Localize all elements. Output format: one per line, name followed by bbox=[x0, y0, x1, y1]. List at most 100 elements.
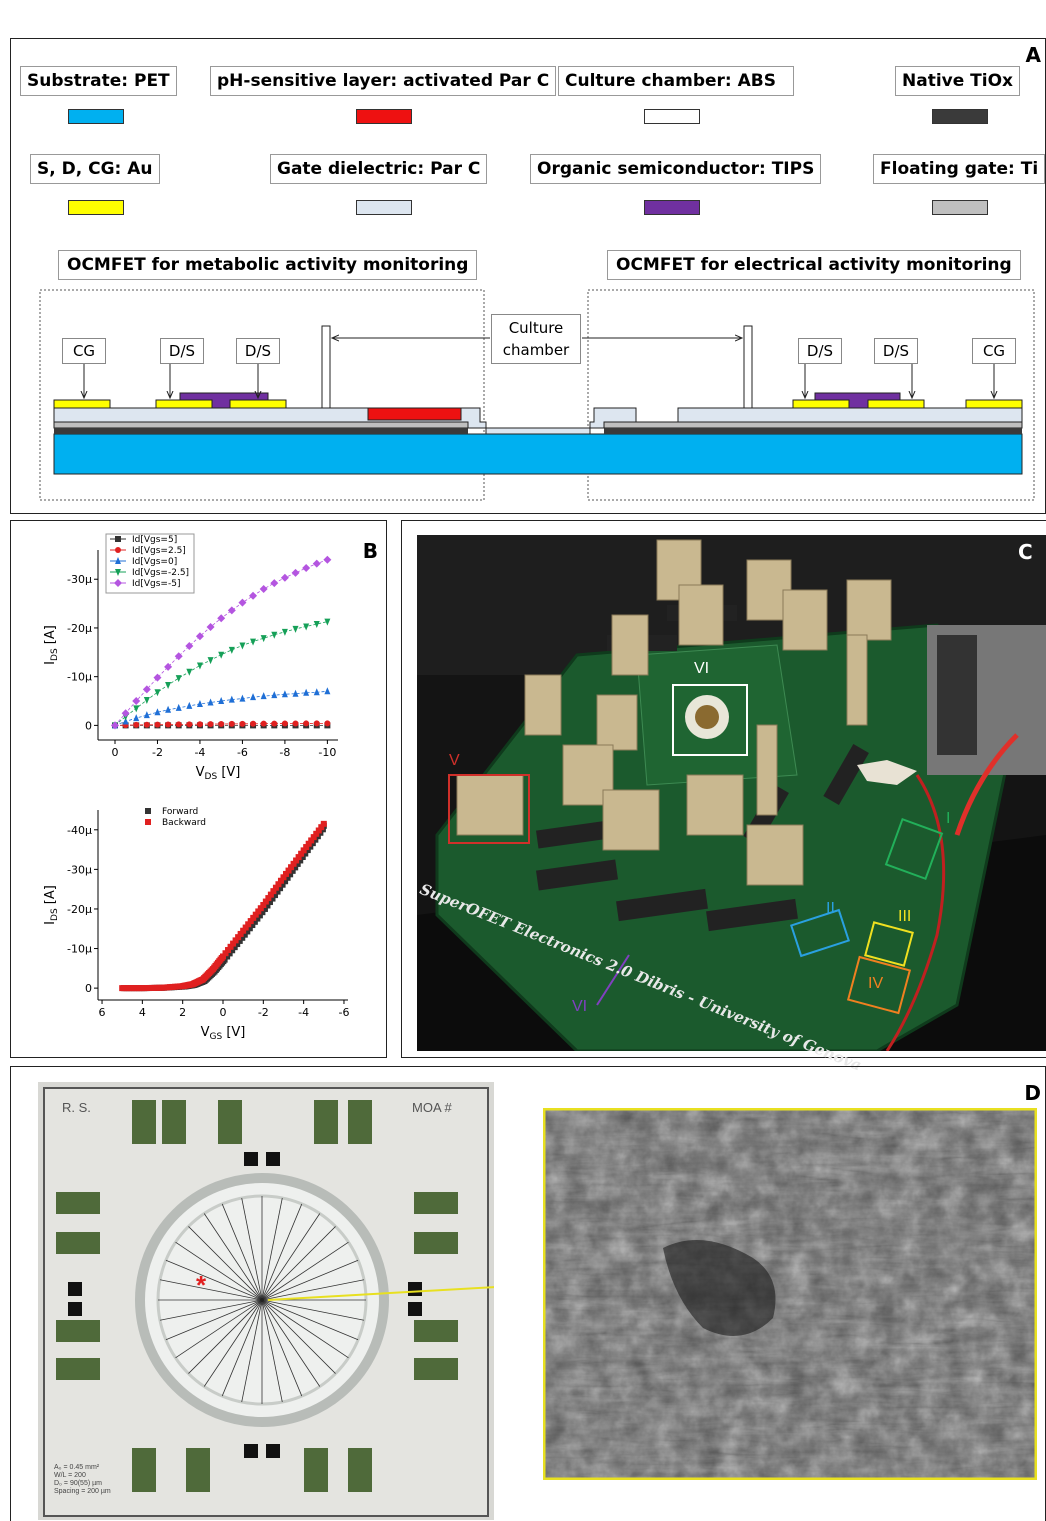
section-electrical: OCMFET for electrical activity monitorin… bbox=[607, 250, 1021, 280]
data-point bbox=[122, 717, 129, 725]
spec-line: A₀ = 0.45 mm² bbox=[54, 1464, 100, 1471]
x-tick-label: 2 bbox=[179, 1006, 186, 1019]
legend-label: Id[Vgs=-2.5] bbox=[132, 568, 189, 578]
data-point bbox=[254, 915, 261, 922]
data-point bbox=[175, 703, 182, 711]
legend-marker bbox=[145, 819, 151, 825]
legend-label: Id[Vgs=-5] bbox=[132, 579, 180, 589]
mea-track bbox=[261, 1226, 336, 1301]
x-tick-label: -2 bbox=[258, 1006, 269, 1019]
region-label-vi-bottom: VI bbox=[572, 998, 588, 1015]
data-point bbox=[237, 930, 244, 937]
legend-label: Id[Vgs=2.5] bbox=[132, 546, 186, 556]
x-tick-label: -6 bbox=[237, 746, 248, 759]
data-point bbox=[313, 688, 320, 696]
legend-marker bbox=[115, 536, 121, 542]
data-point bbox=[228, 646, 235, 654]
data-point bbox=[143, 711, 150, 719]
data-point bbox=[291, 568, 300, 577]
data-point bbox=[196, 721, 203, 728]
data-point bbox=[154, 721, 161, 728]
data-point bbox=[302, 850, 309, 857]
data-point bbox=[282, 878, 289, 885]
x-tick-label: -4 bbox=[298, 1006, 309, 1019]
data-point bbox=[259, 584, 268, 593]
data-point bbox=[315, 827, 322, 834]
data-point bbox=[236, 937, 243, 944]
data-point bbox=[292, 689, 299, 697]
legend-floating-gate: Floating gate: Ti bbox=[873, 154, 1046, 184]
swatch-semiconductor bbox=[644, 200, 700, 215]
data-point bbox=[255, 908, 262, 915]
region-label-vi-top: VI bbox=[694, 660, 710, 677]
data-point bbox=[250, 720, 257, 727]
mea-track bbox=[203, 1299, 263, 1387]
data-point bbox=[324, 687, 331, 695]
data-point bbox=[303, 623, 310, 631]
data-point bbox=[295, 854, 302, 861]
x-tick-label: 0 bbox=[111, 746, 118, 759]
data-point bbox=[266, 899, 273, 906]
legend-substrate: Substrate: PET bbox=[20, 66, 177, 96]
data-point bbox=[186, 668, 193, 676]
mea-track bbox=[203, 1213, 263, 1301]
data-point bbox=[240, 927, 247, 934]
data-point bbox=[165, 721, 172, 728]
y-tick-label: 0 bbox=[85, 719, 92, 732]
data-point bbox=[245, 921, 252, 928]
legend-native-tiox: Native TiOx bbox=[895, 66, 1021, 96]
label-ds-left-2: D/S bbox=[236, 338, 280, 364]
data-point bbox=[265, 895, 272, 902]
data-point bbox=[260, 720, 267, 727]
x-axis-label: VGS [V] bbox=[201, 1025, 246, 1042]
region-label-i: I bbox=[946, 810, 951, 827]
swatch-native-tiox bbox=[932, 109, 988, 124]
x-tick-label: -4 bbox=[194, 746, 205, 759]
data-point bbox=[312, 559, 321, 568]
legend-marker bbox=[114, 579, 122, 587]
data-point bbox=[207, 721, 214, 728]
x-tick-label: 0 bbox=[220, 1006, 227, 1019]
series-backward bbox=[119, 820, 327, 992]
data-point bbox=[267, 891, 274, 898]
data-point bbox=[257, 905, 264, 912]
mea-chip-photo bbox=[38, 1082, 494, 1520]
mea-track bbox=[188, 1226, 263, 1301]
data-point bbox=[227, 943, 234, 950]
legend-marker bbox=[115, 557, 121, 564]
x-axis-label: VDS [V] bbox=[196, 765, 241, 782]
x-tick-label: 4 bbox=[139, 1006, 146, 1019]
label-cg-left: CG bbox=[62, 338, 106, 364]
data-point bbox=[244, 928, 251, 935]
panel-b: B bbox=[10, 520, 387, 1058]
data-point bbox=[313, 830, 320, 837]
region-label-iv: IV bbox=[868, 975, 884, 992]
legend-marker bbox=[145, 808, 151, 814]
data-point bbox=[303, 688, 310, 696]
data-point bbox=[154, 708, 161, 716]
chip-spec-text: A₀ = 0.45 mm² W/L = 200 D₀ = 90(55) µm S… bbox=[54, 1464, 111, 1496]
data-point bbox=[290, 860, 297, 867]
data-point bbox=[303, 720, 310, 727]
series-forward bbox=[120, 822, 327, 992]
data-point bbox=[133, 705, 140, 713]
swatch-floating-gate bbox=[932, 200, 988, 215]
data-point bbox=[234, 941, 241, 948]
data-point bbox=[280, 874, 287, 881]
label-ds-right-2: D/S bbox=[874, 338, 918, 364]
data-point bbox=[229, 947, 236, 954]
data-point bbox=[256, 912, 263, 919]
data-point bbox=[251, 918, 258, 925]
data-point bbox=[241, 931, 248, 938]
mea-track bbox=[175, 1299, 263, 1359]
data-point bbox=[318, 824, 325, 831]
data-point bbox=[195, 632, 204, 641]
data-point bbox=[143, 697, 150, 705]
data-point bbox=[302, 564, 311, 573]
data-point bbox=[303, 844, 310, 851]
legend-label: Id[Vgs=5] bbox=[132, 535, 177, 545]
legend-au: S, D, CG: Au bbox=[30, 154, 160, 184]
data-point bbox=[275, 881, 282, 888]
data-point bbox=[132, 697, 141, 706]
panel-a-letter: A bbox=[1025, 43, 1041, 67]
